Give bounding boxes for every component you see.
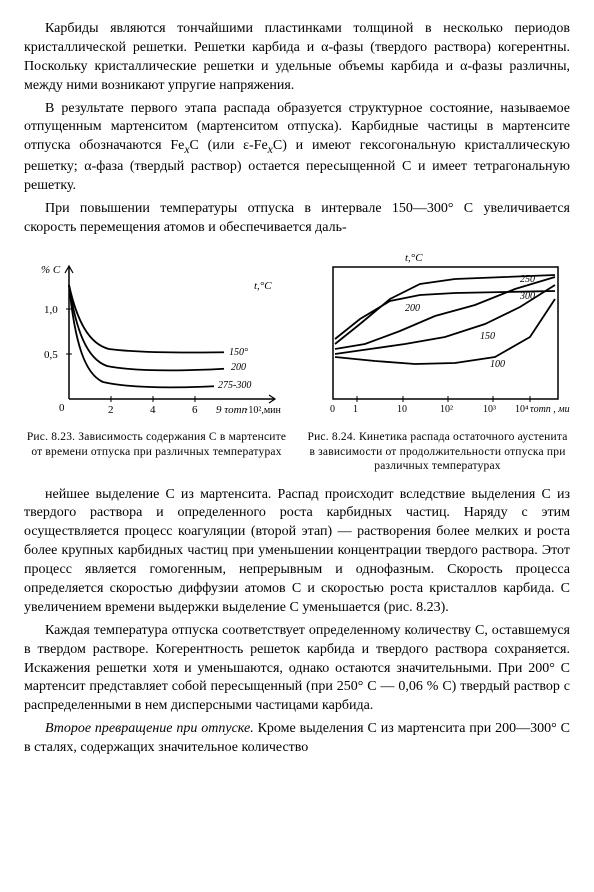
fig824-label-200: 200 — [405, 303, 420, 314]
fig-824-caption: Рис. 8.24. Кинетика распада остаточного … — [305, 430, 570, 473]
fig824-label-100: 100 — [490, 359, 505, 370]
fig823-xlabel-a: 9 τотп — [216, 404, 248, 416]
fig823-ylabel: % C — [41, 264, 61, 276]
fig823-tlabel: t,°C — [254, 280, 272, 292]
figure-8-24: t,°C 0 1 10 10² 10³ 10⁴ τотп , мин — [305, 249, 570, 473]
paragraph-1: Карбиды являются тончайшими пластинками … — [24, 20, 570, 96]
fig824-xtick-0: 0 — [330, 404, 335, 415]
figures-row: % C 1,0 0,5 0 2 4 6 9 τотп ·10²,мин t,°C… — [24, 249, 570, 473]
fig823-curve-275 — [69, 285, 239, 387]
fig823-curve-200 — [69, 285, 239, 370]
fig823-ytick-0: 0 — [59, 402, 65, 414]
fig-824-svg: t,°C 0 1 10 10² 10³ 10⁴ τотп , мин — [305, 249, 570, 424]
fig824-curve-200 — [335, 277, 555, 349]
fig824-xtick-1000: 10³ — [483, 404, 496, 415]
fig824-xtick-1: 1 — [353, 404, 358, 415]
fig824-ylabel: t,°C — [405, 252, 423, 264]
fig823-xtick-2: 2 — [108, 404, 114, 416]
fig824-label-150: 150 — [480, 331, 495, 342]
fig824-xtick-10000: 10⁴ — [515, 404, 529, 415]
fig823-xtick-4: 4 — [150, 404, 156, 416]
fig-823-caption: Рис. 8.23. Зависимость содержания C в ма… — [24, 430, 289, 459]
fig823-ytick-1: 1,0 — [44, 304, 58, 316]
fig824-curve-100 — [335, 299, 555, 364]
paragraph-5: Каждая температура отпуска соответствует… — [24, 622, 570, 716]
fig823-ytick-05: 0,5 — [44, 349, 58, 361]
fig823-xtick-6: 6 — [192, 404, 198, 416]
fig823-curvelabel-275: 275-300 — [218, 380, 251, 391]
paragraph-4: нейшее выделение C из мартенсита. Распад… — [24, 486, 570, 618]
fig823-curvelabel-200: 200 — [231, 362, 246, 373]
fig824-curve-250 — [335, 275, 555, 344]
fig823-curve-150 — [69, 285, 239, 353]
paragraph-6: Второе превращение при отпуске. Кроме вы… — [24, 720, 570, 758]
fig823-xlabel-b: ·10²,мин — [245, 405, 282, 416]
fig824-label-300: 300 — [519, 291, 535, 302]
fig824-xtick-10: 10 — [397, 404, 407, 415]
fig824-label-250: 250 — [520, 274, 535, 285]
paragraph-2: В результате первого этапа распада образ… — [24, 100, 570, 196]
paragraph-3: При повышении температуры отпуска в инте… — [24, 200, 570, 238]
p6-heading: Второе превращение при отпуске. — [45, 721, 254, 736]
fig824-xtick-100: 10² — [440, 404, 453, 415]
figure-8-23: % C 1,0 0,5 0 2 4 6 9 τотп ·10²,мин t,°C… — [24, 249, 289, 459]
fig-823-svg: % C 1,0 0,5 0 2 4 6 9 τотп ·10²,мин t,°C… — [29, 249, 284, 424]
fig823-curvelabel-150: 150° — [229, 347, 248, 358]
fig824-xlabel: τотп , мин — [530, 404, 570, 415]
